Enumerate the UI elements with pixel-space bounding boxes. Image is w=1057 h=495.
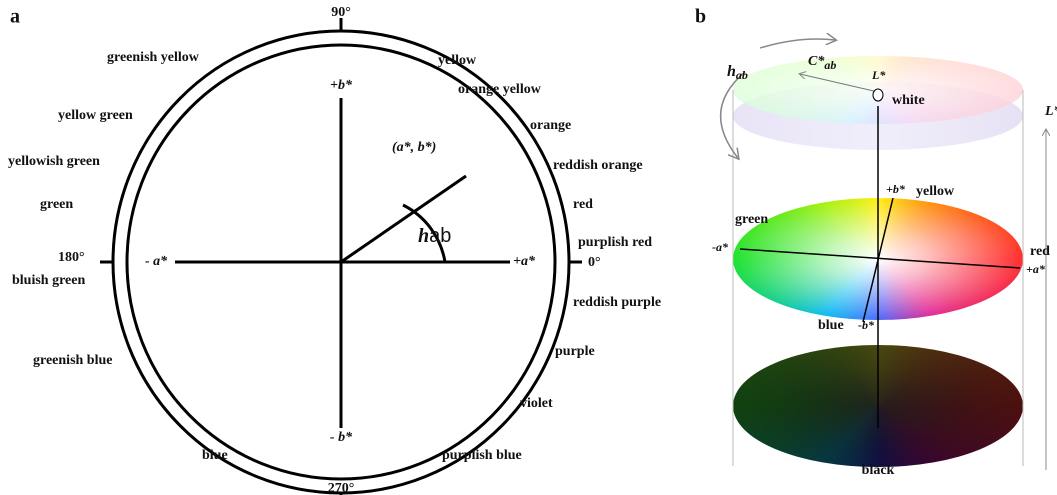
axis-label: - a* xyxy=(145,254,168,269)
subscript: ab xyxy=(824,58,836,72)
subscript: ab xyxy=(429,225,451,247)
hue-name: blue xyxy=(202,448,228,463)
hue-name: greenish blue xyxy=(33,353,112,368)
symbol: h xyxy=(727,63,736,80)
hue-name: green xyxy=(40,197,73,212)
hue-name: violet xyxy=(520,396,553,411)
color-label: red xyxy=(1030,244,1050,259)
hue-angle-label: hab xyxy=(727,63,748,82)
axis-label: +a* xyxy=(513,254,536,269)
axis-label: -a* xyxy=(712,240,729,254)
hue-arrow xyxy=(760,39,835,48)
top-label: white xyxy=(892,93,925,108)
axis-label: +b* xyxy=(330,78,353,93)
figure: a 90° 180° 0° 270° +b* - b* - a* +a* (a*… xyxy=(0,0,1057,495)
hue-name: yellow xyxy=(438,53,477,68)
hue-name: bluish green xyxy=(12,273,85,288)
lightness-point-label: L* xyxy=(871,68,886,82)
color-label: blue xyxy=(818,318,844,333)
hue-name: yellowish green xyxy=(8,154,100,169)
hue-vector xyxy=(341,176,466,262)
hue-name: purplish red xyxy=(578,235,652,250)
angle-label: 90° xyxy=(331,5,351,20)
angle-label: 180° xyxy=(58,250,85,265)
hue-name: yellow green xyxy=(58,108,133,123)
lightness-axis-label: L* xyxy=(1044,104,1057,119)
panel-label: a xyxy=(10,6,20,28)
hue-name: reddish purple xyxy=(573,295,661,310)
axis-label: - b* xyxy=(330,430,353,445)
chroma-label: C*ab xyxy=(808,54,836,72)
hue-name: purple xyxy=(555,344,595,359)
angle-label: 270° xyxy=(328,481,355,495)
symbol: h xyxy=(418,225,429,247)
hue-angle-label: hab xyxy=(418,225,451,248)
hue-name: greenish yellow xyxy=(107,50,200,65)
color-label: green xyxy=(735,212,768,227)
subscript: ab xyxy=(736,68,748,82)
angle-label: 0° xyxy=(588,255,601,270)
hue-name: reddish orange xyxy=(553,158,643,173)
axis-label: +a* xyxy=(1026,262,1046,276)
hue-name: orange yellow xyxy=(458,82,542,97)
lightness-point xyxy=(873,89,883,101)
hue-name: purplish blue xyxy=(442,448,522,463)
chroma-arrow xyxy=(800,74,878,92)
point-label: (a*, b*) xyxy=(392,140,436,155)
color-label: yellow xyxy=(916,184,955,199)
axis-label: -b* xyxy=(858,318,875,332)
symbol: C* xyxy=(808,54,825,69)
hue-name: orange xyxy=(530,118,571,133)
axis-label: +b* xyxy=(886,182,906,196)
panel-label: b xyxy=(695,6,706,28)
diagram: a 90° 180° 0° 270° +b* - b* - a* +a* (a*… xyxy=(0,0,1057,495)
bottom-label: black xyxy=(862,463,895,478)
hue-name: red xyxy=(573,197,593,212)
